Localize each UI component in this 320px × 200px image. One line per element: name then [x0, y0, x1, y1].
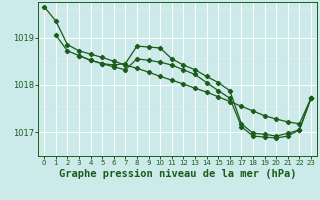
X-axis label: Graphe pression niveau de la mer (hPa): Graphe pression niveau de la mer (hPa)	[59, 169, 296, 179]
